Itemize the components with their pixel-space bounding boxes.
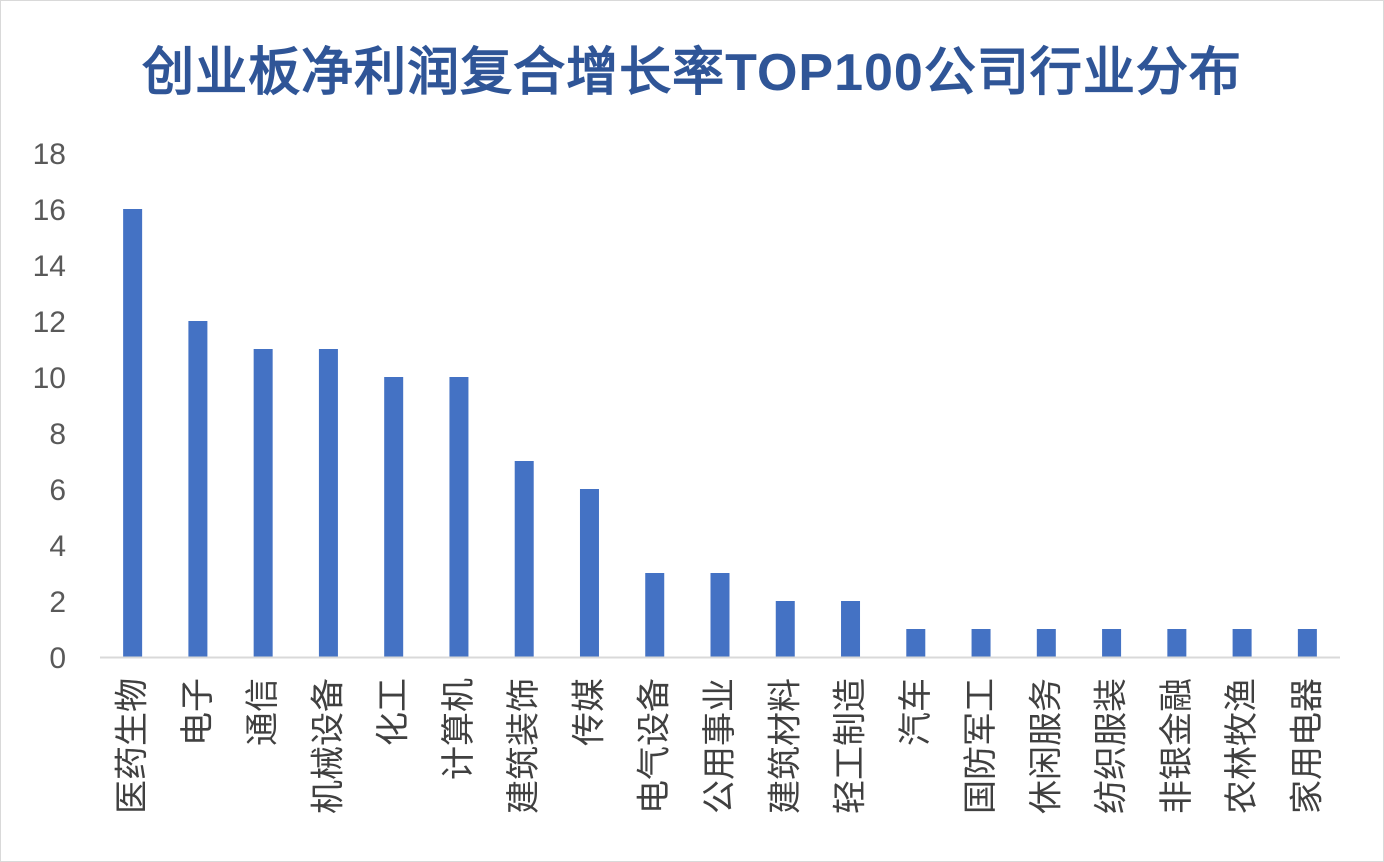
y-tick-label: 8 (49, 418, 66, 451)
x-axis: 医药生物 电子 通信 机械设备 化工 计算机 建筑装饰 传媒 电气设备 公用事业 建筑材料 轻工制造汽… (113, 678, 1328, 814)
bar (1102, 629, 1122, 657)
bar (384, 377, 404, 657)
x-tick-label: 国防军工 (961, 678, 1001, 814)
bar (1036, 629, 1056, 657)
bar (253, 349, 273, 657)
y-axis: 0 2 4 6 8 10 12 14 16 18 (33, 138, 66, 675)
x-tick-label: 纺织服装 (1092, 678, 1132, 814)
y-tick-label: 4 (49, 530, 66, 563)
x-tick-label: 医药生物 (113, 678, 153, 814)
x-tick-label: 汽车 (896, 678, 936, 746)
bar (188, 321, 208, 657)
y-tick-label: 16 (33, 194, 66, 227)
x-tick-label: 计算机 (439, 678, 479, 780)
bar (841, 601, 861, 657)
x-tick-label: 电子 (178, 678, 218, 746)
bar (710, 573, 730, 657)
bar (579, 489, 599, 657)
x-tick-label: 传媒 (569, 678, 609, 746)
y-tick-label: 12 (33, 306, 66, 339)
x-tick-label: 非银金融 (1157, 678, 1197, 814)
bar (1232, 629, 1252, 657)
y-tick-label: 10 (33, 362, 66, 395)
x-tick-label: 轻工制造 (831, 678, 871, 814)
bar (971, 629, 991, 657)
x-tick-label: 建筑材料 (765, 678, 805, 814)
bars (123, 209, 1317, 657)
x-tick-label: 机械设备 (308, 678, 348, 814)
x-tick-label: 通信 (243, 678, 283, 746)
bar (318, 349, 338, 657)
x-tick-label: 公用事业 (700, 678, 740, 814)
y-tick-label: 6 (49, 474, 66, 507)
x-tick-label: 建筑装饰 (504, 678, 544, 814)
bar (1297, 629, 1317, 657)
y-tick-label: 0 (49, 642, 66, 675)
bar (645, 573, 665, 657)
y-tick-label: 2 (49, 586, 66, 619)
x-tick-label: 家用电器 (1287, 678, 1327, 814)
bar (449, 377, 469, 657)
x-tick-label: 化工 (374, 678, 414, 746)
x-tick-label: 农林牧渔 (1222, 678, 1262, 814)
bar (123, 209, 143, 657)
x-tick-label: 休闲服务 (1026, 678, 1066, 814)
y-tick-label: 18 (33, 138, 66, 171)
x-tick-label: 电气设备 (635, 678, 675, 814)
y-tick-label: 14 (33, 250, 66, 283)
bar (906, 629, 926, 657)
bar (775, 601, 795, 657)
chart-title: 创业板净利润复合增长率TOP100公司行业分布 (142, 44, 1242, 102)
bar (514, 461, 534, 657)
bar (1167, 629, 1187, 657)
